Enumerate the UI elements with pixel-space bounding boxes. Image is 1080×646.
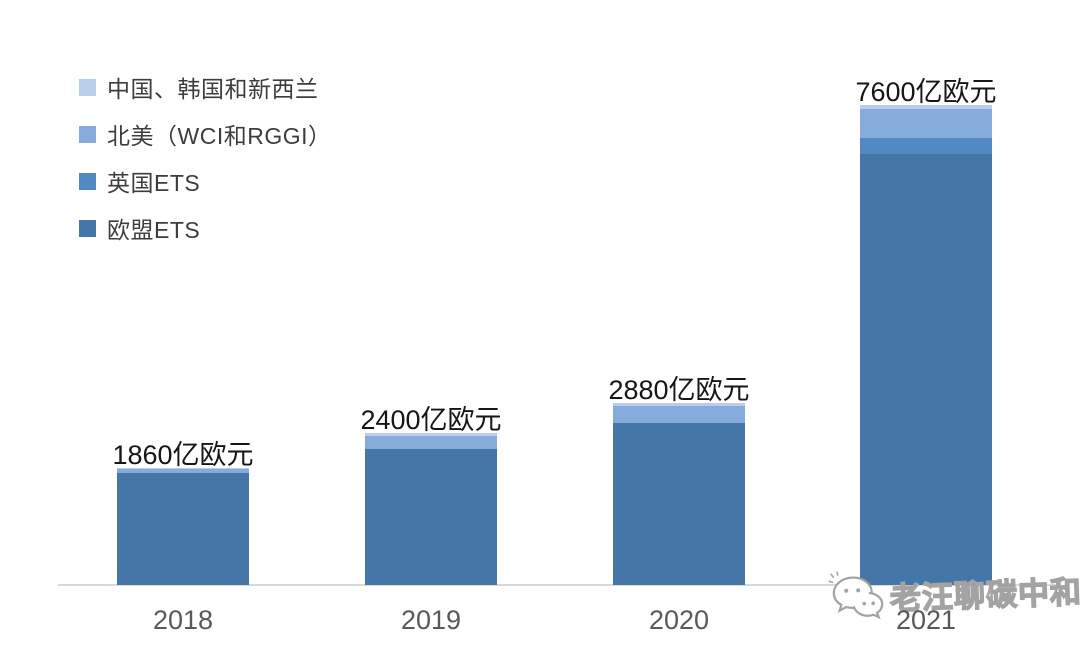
x-axis-tick: 2020 bbox=[648, 605, 710, 635]
bar-segment bbox=[613, 423, 745, 585]
bar-2020 bbox=[613, 403, 745, 585]
legend-item: 中国、韩国和新西兰 bbox=[79, 74, 332, 102]
legend-label: 英国ETS bbox=[107, 170, 201, 196]
bar-2018 bbox=[117, 467, 249, 585]
bar-segment bbox=[365, 435, 497, 450]
bar-2021 bbox=[860, 105, 992, 585]
x-axis-tick: 2018 bbox=[152, 605, 214, 635]
bar-segment bbox=[860, 108, 992, 138]
legend-swatch bbox=[79, 125, 96, 143]
bar-value-label: 2880亿欧元 bbox=[608, 375, 750, 406]
bar-2019 bbox=[365, 433, 497, 585]
legend: 中国、韩国和新西兰 北美（WCI和RGGI） 英国ETS 欧盟ETS bbox=[79, 74, 332, 262]
bar-segment bbox=[365, 449, 497, 585]
bar-segment bbox=[860, 153, 992, 585]
x-axis-line bbox=[58, 584, 1060, 586]
legend-label: 北美（WCI和RGGI） bbox=[107, 123, 332, 149]
bar-segment bbox=[860, 137, 992, 154]
legend-swatch bbox=[79, 172, 96, 190]
bar-segment bbox=[613, 406, 745, 424]
legend-label: 欧盟ETS bbox=[107, 217, 201, 243]
legend-label: 中国、韩国和新西兰 bbox=[107, 76, 319, 102]
bar-segment bbox=[117, 473, 249, 585]
x-axis-tick: 2019 bbox=[400, 605, 462, 635]
bar-value-label: 7600亿欧元 bbox=[855, 77, 997, 107]
bar-segment bbox=[117, 467, 249, 470]
bar-value-label: 1860亿欧元 bbox=[112, 439, 254, 470]
legend-item: 欧盟ETS bbox=[79, 215, 332, 243]
legend-item: 北美（WCI和RGGI） bbox=[79, 121, 332, 149]
bar-segment bbox=[860, 105, 992, 109]
bar-segment bbox=[613, 403, 745, 407]
legend-swatch bbox=[79, 219, 96, 237]
x-axis-tick: 2021 bbox=[895, 605, 957, 635]
bar-value-label: 2400亿欧元 bbox=[360, 405, 502, 436]
legend-swatch bbox=[79, 78, 96, 96]
bar-segment bbox=[365, 433, 497, 436]
legend-item: 英国ETS bbox=[79, 168, 332, 196]
bar-segment bbox=[117, 469, 249, 474]
